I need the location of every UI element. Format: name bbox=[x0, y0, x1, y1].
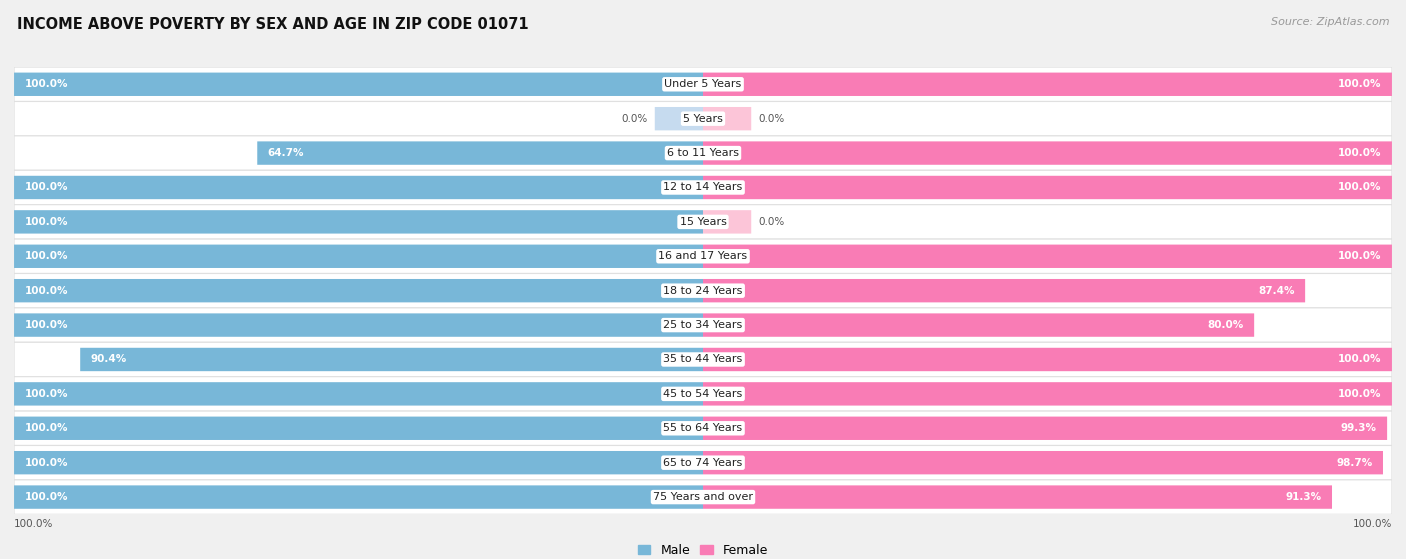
Text: 100.0%: 100.0% bbox=[24, 389, 67, 399]
Text: Source: ZipAtlas.com: Source: ZipAtlas.com bbox=[1271, 17, 1389, 27]
Text: 100.0%: 100.0% bbox=[24, 79, 67, 89]
Text: 5 Years: 5 Years bbox=[683, 113, 723, 124]
FancyBboxPatch shape bbox=[14, 136, 1392, 170]
FancyBboxPatch shape bbox=[655, 107, 703, 130]
Text: 35 to 44 Years: 35 to 44 Years bbox=[664, 354, 742, 364]
FancyBboxPatch shape bbox=[14, 245, 703, 268]
Text: 6 to 11 Years: 6 to 11 Years bbox=[666, 148, 740, 158]
Text: 99.3%: 99.3% bbox=[1341, 423, 1376, 433]
Text: 100.0%: 100.0% bbox=[24, 320, 67, 330]
Text: 90.4%: 90.4% bbox=[90, 354, 127, 364]
Text: INCOME ABOVE POVERTY BY SEX AND AGE IN ZIP CODE 01071: INCOME ABOVE POVERTY BY SEX AND AGE IN Z… bbox=[17, 17, 529, 32]
FancyBboxPatch shape bbox=[257, 141, 703, 165]
Text: 100.0%: 100.0% bbox=[14, 519, 53, 529]
Text: 0.0%: 0.0% bbox=[758, 113, 785, 124]
FancyBboxPatch shape bbox=[14, 273, 1392, 308]
Text: 100.0%: 100.0% bbox=[1339, 389, 1382, 399]
Text: 100.0%: 100.0% bbox=[24, 182, 67, 192]
FancyBboxPatch shape bbox=[80, 348, 703, 371]
FancyBboxPatch shape bbox=[14, 411, 1392, 446]
FancyBboxPatch shape bbox=[14, 416, 703, 440]
FancyBboxPatch shape bbox=[14, 314, 703, 337]
FancyBboxPatch shape bbox=[14, 239, 1392, 273]
FancyBboxPatch shape bbox=[14, 170, 1392, 205]
FancyBboxPatch shape bbox=[14, 308, 1392, 342]
FancyBboxPatch shape bbox=[14, 73, 703, 96]
Text: 45 to 54 Years: 45 to 54 Years bbox=[664, 389, 742, 399]
FancyBboxPatch shape bbox=[703, 107, 751, 130]
FancyBboxPatch shape bbox=[703, 382, 1392, 406]
Text: 100.0%: 100.0% bbox=[1339, 354, 1382, 364]
Text: 25 to 34 Years: 25 to 34 Years bbox=[664, 320, 742, 330]
Text: 100.0%: 100.0% bbox=[24, 252, 67, 261]
FancyBboxPatch shape bbox=[14, 102, 1392, 136]
FancyBboxPatch shape bbox=[703, 416, 1388, 440]
FancyBboxPatch shape bbox=[14, 382, 703, 406]
Text: 0.0%: 0.0% bbox=[621, 113, 648, 124]
FancyBboxPatch shape bbox=[703, 245, 1392, 268]
Text: 55 to 64 Years: 55 to 64 Years bbox=[664, 423, 742, 433]
Text: 100.0%: 100.0% bbox=[24, 458, 67, 468]
FancyBboxPatch shape bbox=[14, 480, 1392, 514]
FancyBboxPatch shape bbox=[703, 210, 751, 234]
Text: 100.0%: 100.0% bbox=[24, 217, 67, 227]
FancyBboxPatch shape bbox=[14, 205, 1392, 239]
Text: 100.0%: 100.0% bbox=[24, 286, 67, 296]
Text: 100.0%: 100.0% bbox=[1339, 182, 1382, 192]
FancyBboxPatch shape bbox=[703, 348, 1392, 371]
Text: 75 Years and over: 75 Years and over bbox=[652, 492, 754, 502]
Text: 0.0%: 0.0% bbox=[758, 217, 785, 227]
Text: 16 and 17 Years: 16 and 17 Years bbox=[658, 252, 748, 261]
FancyBboxPatch shape bbox=[703, 451, 1384, 475]
FancyBboxPatch shape bbox=[703, 73, 1392, 96]
Text: 100.0%: 100.0% bbox=[1339, 148, 1382, 158]
FancyBboxPatch shape bbox=[14, 485, 703, 509]
Text: 87.4%: 87.4% bbox=[1258, 286, 1295, 296]
FancyBboxPatch shape bbox=[14, 342, 1392, 377]
Text: 18 to 24 Years: 18 to 24 Years bbox=[664, 286, 742, 296]
FancyBboxPatch shape bbox=[14, 377, 1392, 411]
Text: 15 Years: 15 Years bbox=[679, 217, 727, 227]
Text: 64.7%: 64.7% bbox=[267, 148, 304, 158]
Text: 100.0%: 100.0% bbox=[1339, 252, 1382, 261]
Text: 80.0%: 80.0% bbox=[1208, 320, 1244, 330]
Text: 100.0%: 100.0% bbox=[24, 423, 67, 433]
FancyBboxPatch shape bbox=[14, 279, 703, 302]
FancyBboxPatch shape bbox=[14, 210, 703, 234]
FancyBboxPatch shape bbox=[703, 141, 1392, 165]
Text: 98.7%: 98.7% bbox=[1336, 458, 1372, 468]
FancyBboxPatch shape bbox=[703, 314, 1254, 337]
Text: 100.0%: 100.0% bbox=[24, 492, 67, 502]
Text: 100.0%: 100.0% bbox=[1339, 79, 1382, 89]
Text: 12 to 14 Years: 12 to 14 Years bbox=[664, 182, 742, 192]
FancyBboxPatch shape bbox=[703, 279, 1305, 302]
FancyBboxPatch shape bbox=[703, 176, 1392, 199]
Text: Under 5 Years: Under 5 Years bbox=[665, 79, 741, 89]
FancyBboxPatch shape bbox=[14, 451, 703, 475]
FancyBboxPatch shape bbox=[14, 446, 1392, 480]
FancyBboxPatch shape bbox=[14, 67, 1392, 102]
Text: 91.3%: 91.3% bbox=[1285, 492, 1322, 502]
Text: 65 to 74 Years: 65 to 74 Years bbox=[664, 458, 742, 468]
Legend: Male, Female: Male, Female bbox=[633, 539, 773, 559]
Text: 100.0%: 100.0% bbox=[1353, 519, 1392, 529]
FancyBboxPatch shape bbox=[14, 176, 703, 199]
FancyBboxPatch shape bbox=[703, 485, 1331, 509]
